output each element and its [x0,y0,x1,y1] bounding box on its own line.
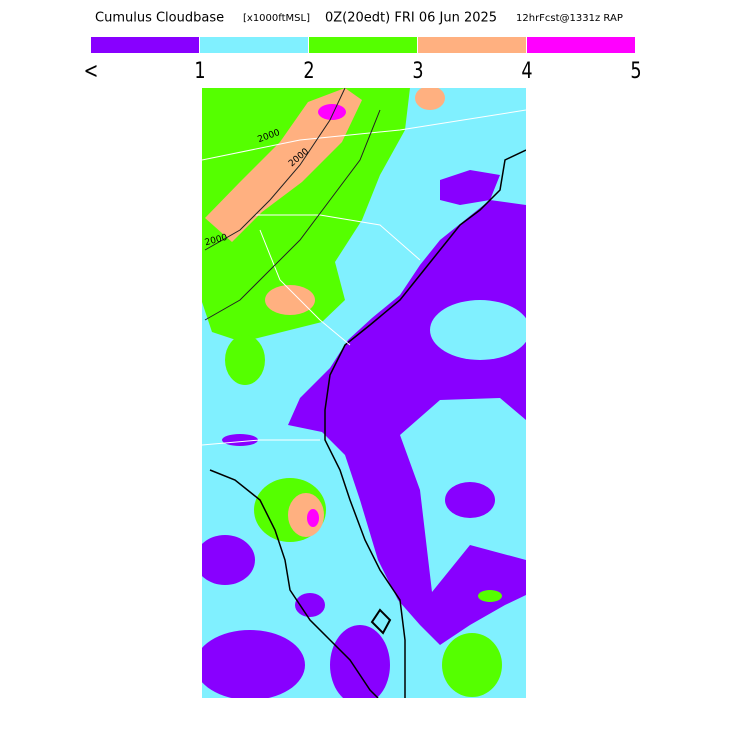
gulf-low [202,535,255,585]
gulf-low [202,630,305,698]
legend-swatch [91,37,199,53]
highest [318,104,346,120]
ocean-low [445,482,495,518]
lake-outline [370,608,392,635]
gulf-low [295,593,325,617]
legend-swatch [200,37,308,53]
state-border [202,439,320,446]
ocean-high [430,300,526,360]
state-border [255,214,421,261]
valid-time: 0Z(20edt) FRI 06 Jun 2025 [325,11,497,26]
legend-label: 4 [521,58,532,83]
legend-label: 1 [194,58,205,83]
mid [478,590,502,602]
units: [x1000ftMSL] [243,13,310,24]
coastline [324,149,526,698]
florida-low [330,625,390,698]
legend-swatch [418,37,526,53]
sound-low [440,170,500,205]
legend-label: < [84,58,99,83]
highest [307,509,319,527]
high [415,88,445,110]
coastline [209,469,379,698]
legend: <1 2 3 4 5 [84,37,642,84]
map: 2000 2000 2000 [202,88,526,698]
state-border [202,109,526,161]
mid [442,633,502,697]
legend-label: 5 [630,58,641,83]
contour [204,88,346,251]
low [222,434,258,446]
legend-label: 3 [412,58,423,83]
contour [204,109,381,321]
high [265,285,315,315]
mid [225,335,265,385]
legend-label: 2 [303,58,314,83]
state-border [259,229,351,346]
legend-swatch [309,37,417,53]
title: Cumulus Cloudbase [95,11,224,26]
legend-swatch [527,37,635,53]
ridge-high [205,88,362,242]
forecast-info: 12hrFcst@1331z RAP [516,13,623,24]
